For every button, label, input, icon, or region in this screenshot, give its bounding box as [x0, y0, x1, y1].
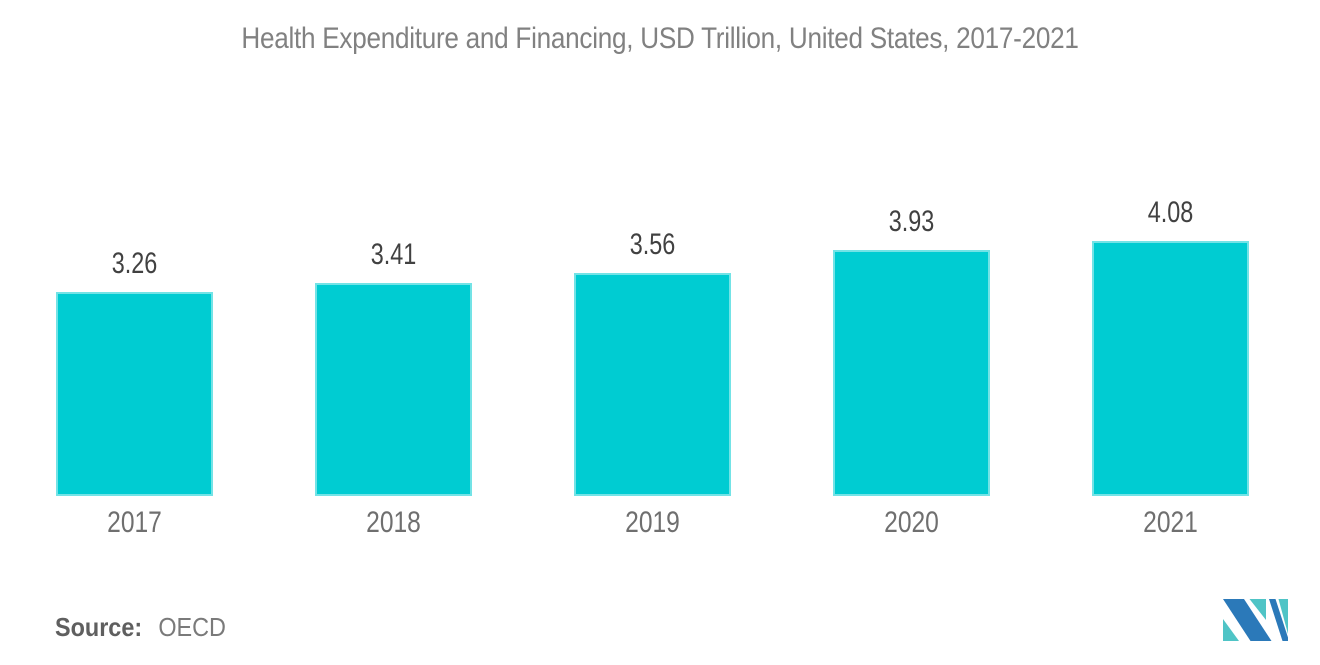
x-axis-label-2017: 2017	[107, 506, 162, 539]
x-axis-label-2019: 2019	[625, 506, 680, 539]
x-axis-label-2020: 2020	[884, 506, 939, 539]
logo-teal-middle-triangle	[1249, 599, 1266, 620]
bar-value-label-2019: 3.56	[629, 228, 676, 261]
bar-2020	[833, 250, 990, 496]
x-axis-label-2018: 2018	[366, 506, 421, 539]
logo-teal-left-triangle	[1223, 619, 1239, 641]
bar-2021	[1092, 241, 1249, 496]
source-row: Source: OECD	[55, 612, 226, 643]
logo-blue-right-stroke	[1269, 599, 1288, 641]
bar-2019	[574, 273, 731, 496]
bar-value-label-2018: 3.41	[370, 238, 417, 271]
bar-value-label-2017: 3.26	[111, 247, 158, 280]
x-axis-label-2021: 2021	[1143, 506, 1198, 539]
bar-2017	[56, 292, 213, 496]
chart-title: Health Expenditure and Financing, USD Tr…	[241, 22, 1079, 55]
mordor-intelligence-logo	[1223, 599, 1288, 641]
bar-value-label-2020: 3.93	[888, 205, 935, 238]
logo-blue-main-stroke	[1223, 599, 1272, 641]
bar-value-label-2021: 4.08	[1147, 196, 1194, 229]
logo-teal-right-triangle	[1278, 599, 1288, 634]
source-label: Source:	[55, 612, 143, 642]
source-value: OECD	[158, 612, 226, 642]
bar-2018	[315, 283, 472, 496]
